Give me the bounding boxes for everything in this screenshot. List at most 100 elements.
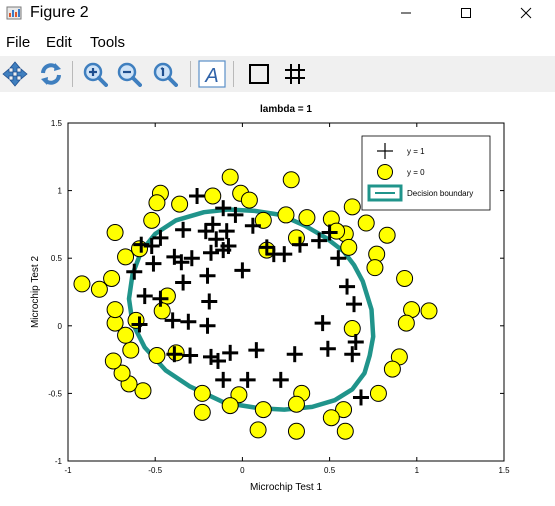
data-point-positive bbox=[215, 200, 232, 217]
close-button[interactable] bbox=[503, 0, 549, 26]
legend-label-boundary: Decision boundary bbox=[407, 189, 473, 198]
data-point-negative bbox=[249, 421, 267, 439]
data-point-positive bbox=[227, 206, 244, 223]
menu-tools[interactable]: Tools bbox=[90, 34, 126, 51]
data-point-positive bbox=[339, 278, 356, 295]
data-point-positive bbox=[286, 346, 303, 363]
data-point-positive bbox=[126, 263, 143, 280]
y-tick-label: 0 bbox=[58, 322, 63, 331]
data-point-negative bbox=[378, 226, 396, 244]
legend-label-positive: y = 1 bbox=[407, 147, 425, 156]
data-point-negative bbox=[143, 211, 161, 229]
data-point-positive bbox=[347, 334, 364, 351]
data-point-positive bbox=[175, 274, 192, 291]
data-point-negative bbox=[240, 191, 258, 209]
data-point-negative bbox=[148, 194, 166, 212]
maximize-button[interactable] bbox=[443, 0, 489, 26]
data-point-positive bbox=[321, 224, 338, 241]
data-point-negative bbox=[134, 382, 152, 400]
y-axis-label: Microchip Test 2 bbox=[30, 256, 41, 329]
zoom-reset-button[interactable] bbox=[150, 58, 180, 90]
data-point-positive bbox=[145, 255, 162, 272]
data-point-negative bbox=[366, 259, 384, 277]
minimize-icon bbox=[401, 12, 411, 14]
figure-canvas[interactable]: lambda = 1 Microchip Test 1 Microchip Te… bbox=[0, 92, 555, 501]
data-point-negative bbox=[282, 171, 300, 189]
rotate-icon bbox=[41, 63, 61, 85]
x-tick-label: 0 bbox=[240, 466, 245, 475]
x-tick-label: 1 bbox=[415, 466, 420, 475]
rotate-button[interactable] bbox=[36, 58, 66, 90]
data-point-negative bbox=[106, 301, 124, 319]
data-point-negative bbox=[103, 269, 121, 287]
x-axis-label: Microchip Test 1 bbox=[250, 482, 323, 493]
text-icon-glyph: A bbox=[204, 65, 218, 87]
data-point-positive bbox=[220, 238, 237, 255]
data-point-positive bbox=[201, 293, 218, 310]
data-point-positive bbox=[152, 229, 169, 246]
data-point-negative bbox=[204, 187, 222, 205]
legend-label-negative: y = 0 bbox=[407, 168, 425, 177]
data-point-negative bbox=[340, 238, 358, 256]
zoom-out-button[interactable] bbox=[114, 58, 144, 90]
y-tick-label: 1 bbox=[58, 187, 63, 196]
data-point-negative bbox=[131, 240, 149, 258]
data-point-positive bbox=[180, 313, 197, 330]
x-tick-label: -1 bbox=[64, 466, 72, 475]
data-point-positive bbox=[222, 344, 239, 361]
menu-file[interactable]: File bbox=[6, 34, 31, 51]
data-point-negative bbox=[277, 206, 295, 224]
data-point-positive bbox=[136, 288, 153, 305]
data-point-negative bbox=[287, 422, 305, 440]
data-point-negative bbox=[335, 401, 353, 419]
grid-toggle-button[interactable] bbox=[280, 58, 310, 90]
title-bar[interactable]: Figure 2 bbox=[0, 0, 555, 26]
data-point-positive bbox=[314, 315, 331, 332]
close-icon bbox=[520, 7, 532, 19]
data-point-negative bbox=[193, 403, 211, 421]
data-point-positive bbox=[215, 371, 232, 388]
scatter-plot[interactable]: lambda = 1 Microchip Test 1 Microchip Te… bbox=[0, 92, 555, 501]
box-toggle-button[interactable] bbox=[244, 58, 274, 90]
data-point-positive bbox=[344, 346, 361, 363]
data-point-negative bbox=[171, 195, 189, 213]
menu-edit[interactable]: Edit bbox=[46, 34, 72, 51]
data-point-positive bbox=[346, 296, 363, 313]
legend[interactable]: y = 1 y = 0 Decision boundary bbox=[361, 135, 491, 211]
data-point-negative bbox=[396, 269, 414, 287]
chart-title: lambda = 1 bbox=[260, 104, 312, 115]
data-point-positive bbox=[131, 316, 148, 333]
data-point-positive bbox=[248, 342, 265, 359]
data-point-positive bbox=[173, 254, 190, 271]
data-point-negative bbox=[298, 209, 316, 227]
pan-button[interactable] bbox=[0, 58, 30, 90]
data-point-positive bbox=[291, 236, 308, 253]
zoom-in-button[interactable] bbox=[80, 58, 110, 90]
data-point-negative bbox=[369, 384, 387, 402]
x-tick-label: 0.5 bbox=[324, 466, 336, 475]
data-point-negative bbox=[221, 168, 239, 186]
data-point-negative bbox=[104, 352, 122, 370]
data-point-negative bbox=[254, 401, 272, 419]
data-point-positive bbox=[199, 317, 216, 334]
data-point-positive bbox=[143, 238, 160, 255]
data-point-negative bbox=[357, 214, 375, 232]
x-tick-label: -0.5 bbox=[148, 466, 162, 475]
data-point-negative bbox=[420, 302, 438, 320]
data-point-positive bbox=[197, 223, 214, 240]
data-point-negative bbox=[336, 422, 354, 440]
data-point-positive bbox=[208, 231, 225, 248]
minimize-button[interactable] bbox=[383, 0, 429, 26]
text-tool-button[interactable]: A bbox=[197, 58, 227, 90]
data-point-negative bbox=[343, 320, 361, 338]
data-point-positive bbox=[189, 188, 206, 205]
data-point-positive bbox=[152, 290, 169, 307]
data-point-positive bbox=[244, 217, 261, 234]
data-point-positive bbox=[209, 352, 226, 369]
legend-plus-marker bbox=[377, 143, 393, 159]
data-point-positive bbox=[234, 262, 251, 279]
legend-circle-marker bbox=[377, 164, 393, 180]
data-point-positive bbox=[218, 223, 235, 240]
toolbar-separator bbox=[233, 61, 234, 87]
